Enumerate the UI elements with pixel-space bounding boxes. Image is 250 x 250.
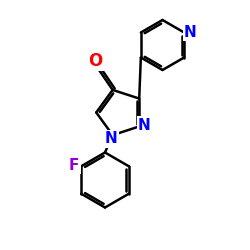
Text: N: N: [138, 118, 150, 133]
Text: F: F: [69, 158, 79, 172]
Text: N: N: [105, 131, 118, 146]
Text: N: N: [184, 25, 197, 40]
Text: O: O: [88, 52, 102, 70]
